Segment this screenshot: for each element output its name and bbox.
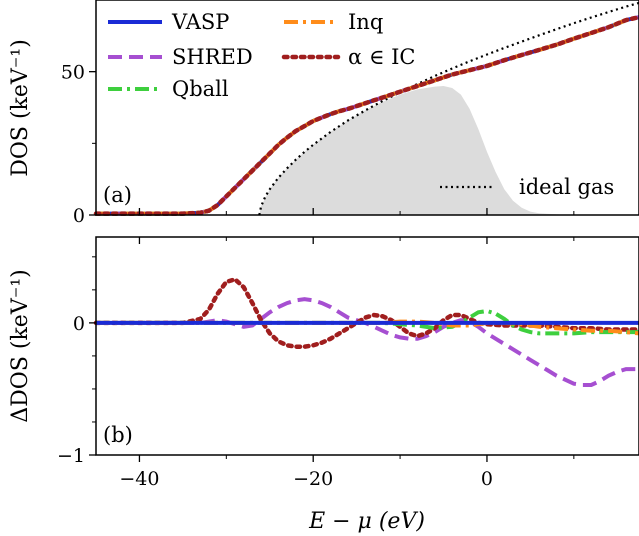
panel-b: −40 −20 0 −1 0 (b) ΔDOS (keV⁻¹) E − μ (eV): [8, 236, 639, 534]
x-tick-label: −40: [119, 468, 159, 490]
panel-b-plot-area: [93, 276, 639, 387]
panel-a-tag: (a): [103, 183, 132, 207]
panel-b-y-tick-label: 0: [73, 313, 85, 335]
legend-label-qball: Qball: [172, 77, 229, 101]
panel-a-y-axis-label: DOS (keV⁻¹): [8, 39, 33, 177]
panel-a-frame: [95, 0, 639, 216]
legend-label-alpha-ic: α ∈ IC: [348, 45, 415, 69]
panel-a-ticks: 0 50: [61, 62, 575, 227]
panel-b-series-shred: [96, 297, 639, 387]
panel-b-frame: [95, 236, 639, 456]
legend-label-vasp: VASP: [171, 10, 229, 34]
ideal-gas-line: [258, 1, 639, 216]
panel-a-series-alphaic: [93, 14, 639, 216]
panel-a-y-tick-label: 0: [73, 205, 85, 227]
shaded-region: [259, 86, 574, 215]
legend-label-inq: Inq: [348, 10, 383, 34]
ideal-gas-legend: ideal gas: [440, 175, 614, 199]
x-tick-label: −20: [293, 468, 333, 490]
legend: VASP SHRED Qball Inq α ∈ IC: [108, 10, 415, 101]
panel-b-series-alphaic: [93, 276, 639, 349]
panel-a-y-tick-label: 50: [61, 62, 85, 84]
legend-label-ideal-gas: ideal gas: [519, 175, 614, 199]
legend-label-shred: SHRED: [172, 45, 253, 69]
panel-b-ticks: −40 −20 0 −1 0: [57, 237, 575, 490]
panel-b-y-axis-label: ΔDOS (keV⁻¹): [8, 269, 33, 422]
panel-a-plot-area: [93, 1, 639, 216]
x-tick-label: 0: [481, 468, 493, 490]
x-axis-label: E − μ (eV): [308, 509, 425, 534]
panel-b-y-tick-label: −1: [57, 445, 85, 467]
panel-a: 0 50 (a) DOS (keV⁻¹) VASP SHRED Qball Inq…: [8, 0, 639, 227]
panel-b-tag: (b): [103, 423, 133, 447]
